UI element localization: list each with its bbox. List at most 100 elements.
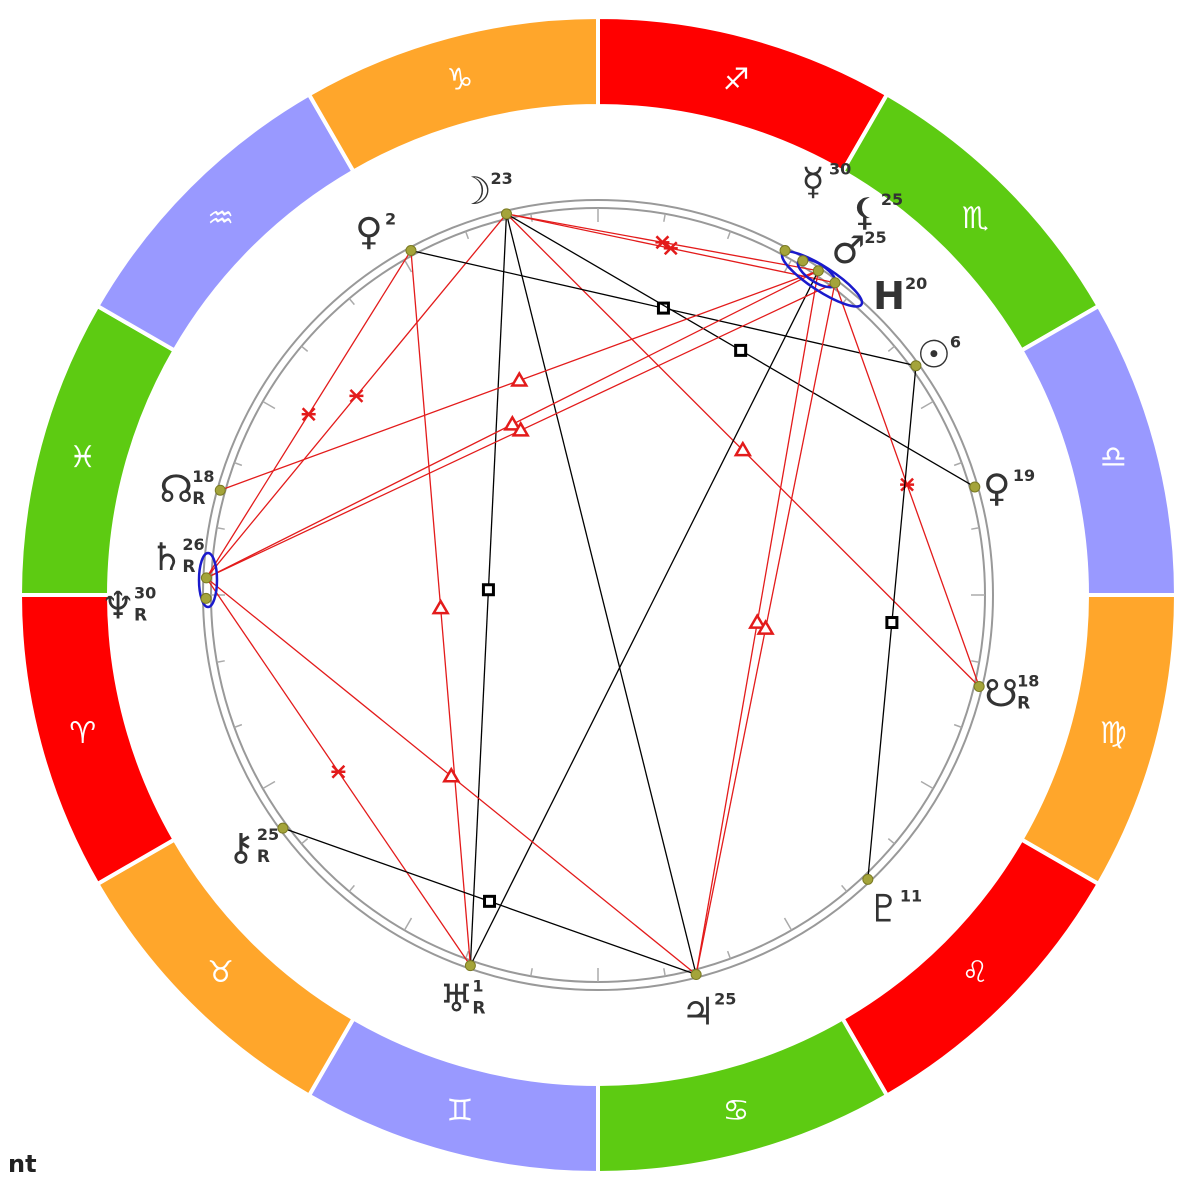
degree-tick bbox=[530, 968, 533, 977]
planet-label-north-node: ☊ 18 R bbox=[159, 467, 214, 511]
planet-degree-lilith: 25 bbox=[881, 190, 903, 209]
degree-tick bbox=[726, 231, 732, 240]
planet-dot-sun bbox=[910, 360, 922, 372]
degree-tick bbox=[262, 780, 276, 790]
planet-label-south-node: ☋ 18 R bbox=[984, 672, 1039, 716]
planet-dot-mercury bbox=[779, 245, 791, 257]
planet-label-jupiter: ♃25 bbox=[681, 990, 736, 1034]
planets: ☽23♀ 2☿ 30⚸ 25♂25H 20☉6♀ 19☋ 18R♇11♃25♅1R⚷ 25R♆… bbox=[101, 160, 1039, 1034]
venus-2-icon: ♀ bbox=[983, 466, 1011, 510]
degree-tick bbox=[234, 723, 243, 729]
planet-degree-venus: 2 bbox=[385, 210, 396, 229]
degree-tick bbox=[726, 950, 732, 959]
planet-dot-venus bbox=[405, 245, 417, 257]
planet-degree-sun: 6 bbox=[950, 333, 961, 352]
zodiac-glyph-libra: ♎ bbox=[1100, 440, 1127, 475]
degree-tick bbox=[887, 838, 895, 845]
planet-dot-south-node bbox=[973, 681, 985, 693]
planet-retrograde-north-node: R bbox=[192, 489, 205, 509]
conjunction-oval-saturn-neptune bbox=[197, 551, 219, 609]
aspect-trine-symbol bbox=[442, 766, 461, 783]
jupiter-icon: ♃ bbox=[681, 990, 715, 1034]
planet-label-sun: ☉6 bbox=[917, 333, 961, 377]
planet-dot-venus-2 bbox=[969, 481, 981, 493]
aspect-trine-symbol bbox=[756, 619, 775, 635]
planet-dot-lilith bbox=[797, 255, 809, 267]
planet-label-mars: ♂25 bbox=[831, 228, 886, 272]
zodiac-segment-capricorn bbox=[306, 14, 600, 175]
zodiac-segment-virgo bbox=[1018, 593, 1179, 887]
degree-tick bbox=[971, 527, 980, 530]
aspect-trine-symbol bbox=[733, 440, 753, 457]
zodiac-ring: ♐ ♏ ♎ ♍ ♌ ♋ ♊ ♉ ♈ ♓ ♒ ♑ bbox=[17, 14, 1179, 1176]
aspect-square-symbol bbox=[885, 616, 899, 630]
planet-dot-pluto bbox=[862, 873, 874, 885]
planet-degree-south-node: 18 bbox=[1017, 672, 1039, 691]
planet-label-house: H 20 bbox=[873, 274, 927, 318]
house-icon: H bbox=[873, 274, 905, 318]
planet-dot-chiron bbox=[277, 822, 289, 834]
planet-label-uranus: ♅1 R bbox=[439, 977, 485, 1021]
planet-degree-venus-2: 19 bbox=[1013, 466, 1035, 485]
planet-retrograde-neptune: R bbox=[134, 605, 147, 625]
aspect-square-symbol bbox=[481, 583, 495, 597]
degree-tick bbox=[841, 884, 848, 892]
aspect-sextile-symbol bbox=[331, 764, 346, 779]
aspect-lines bbox=[205, 213, 980, 976]
north-node-icon: ☊ bbox=[159, 467, 193, 511]
planet-degree-north-node: 18 bbox=[192, 467, 214, 486]
chiron-icon: ⚷ bbox=[227, 825, 255, 869]
zodiac-glyph-aries: ♈ bbox=[69, 716, 96, 751]
aspect-trine-symbol bbox=[511, 420, 530, 437]
degree-tick bbox=[887, 345, 895, 352]
pluto-icon: ♇ bbox=[867, 886, 901, 930]
aspect-sextile-symbol bbox=[349, 388, 364, 403]
mercury-icon: ☿ bbox=[801, 160, 824, 204]
degree-tick bbox=[262, 400, 276, 410]
zodiac-glyph-virgo: ♍ bbox=[1100, 716, 1127, 751]
degree-tick bbox=[216, 527, 225, 530]
inner-degree-circle bbox=[202, 199, 994, 991]
degree-tick bbox=[920, 780, 934, 790]
planet-retrograde-saturn: R bbox=[182, 557, 195, 577]
zodiac-glyph-taurus: ♉ bbox=[207, 955, 234, 990]
south-node-icon: ☋ bbox=[984, 672, 1018, 716]
moon-icon: ☽ bbox=[457, 169, 491, 213]
aspect-trine-symbol bbox=[748, 613, 767, 629]
aspect-line-mars-uranus bbox=[469, 270, 819, 966]
planet-dot-saturn bbox=[200, 572, 212, 584]
neptune-icon: ♆ bbox=[101, 583, 135, 627]
planet-retrograde-chiron: R bbox=[257, 847, 270, 867]
zodiac-segment-libra bbox=[1018, 303, 1179, 597]
planet-dot-moon bbox=[500, 208, 512, 220]
uranus-icon: ♅ bbox=[439, 977, 473, 1021]
planet-label-moon: ☽23 bbox=[457, 169, 512, 213]
zodiac-glyph-gemini: ♊ bbox=[446, 1093, 473, 1128]
zodiac-glyph-aquarius: ♒ bbox=[207, 201, 234, 236]
planet-degree-uranus: 1 bbox=[472, 977, 483, 996]
planet-label-chiron: ⚷ 25 R bbox=[227, 825, 279, 869]
zodiac-glyph-scorpio: ♏ bbox=[962, 201, 989, 236]
saturn-icon: ♄ bbox=[149, 535, 183, 579]
planet-label-mercury: ☿ 30 bbox=[801, 160, 851, 204]
planet-dot-mars bbox=[812, 265, 824, 277]
degree-tick bbox=[464, 231, 470, 240]
aspect-line-moon-jupiter bbox=[505, 213, 697, 975]
planet-degree-mercury: 30 bbox=[829, 160, 851, 179]
zodiac-glyph-capricorn: ♑ bbox=[446, 63, 473, 98]
aspect-sextile-symbol bbox=[301, 407, 316, 422]
planet-degree-jupiter: 25 bbox=[714, 990, 736, 1009]
degree-tick bbox=[216, 660, 225, 663]
planet-degree-neptune: 30 bbox=[134, 583, 156, 602]
sun-icon: ☉ bbox=[917, 333, 951, 377]
planet-degree-house: 20 bbox=[905, 274, 927, 293]
planet-degree-moon: 23 bbox=[490, 169, 512, 188]
conjunction-ovals bbox=[197, 250, 864, 609]
planet-label-lilith: ⚸ 25 bbox=[851, 190, 903, 234]
degree-tick bbox=[971, 660, 980, 663]
aspect-sextile-symbol bbox=[655, 235, 670, 250]
aspect-trine-symbol bbox=[431, 598, 450, 615]
planet-dot-neptune bbox=[200, 592, 212, 604]
aspect-sextile-symbol bbox=[900, 477, 915, 492]
